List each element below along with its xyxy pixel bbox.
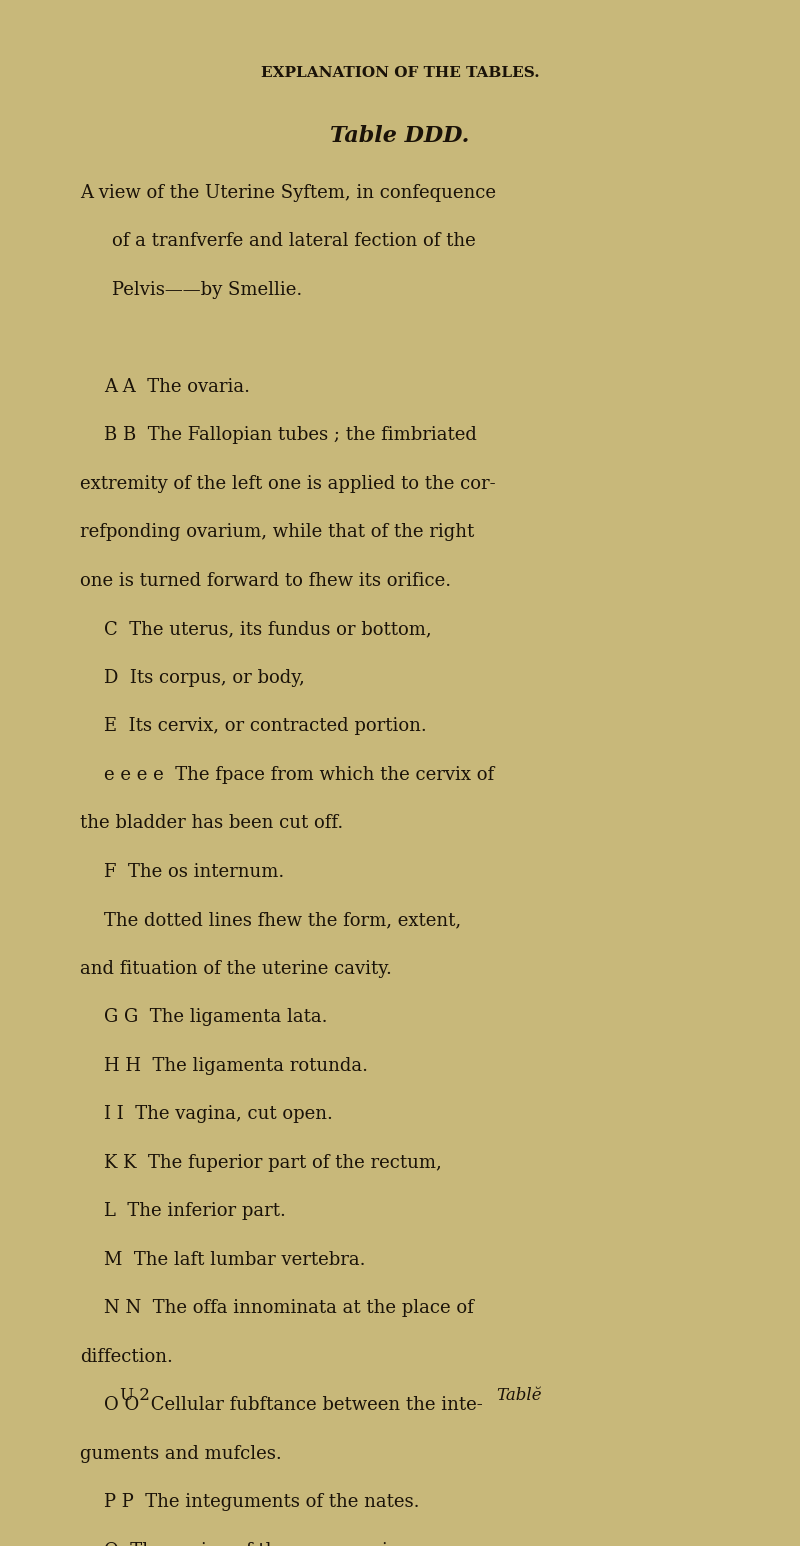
Text: P P  The integuments of the nates.: P P The integuments of the nates.: [104, 1493, 419, 1510]
FancyBboxPatch shape: [0, 0, 800, 1470]
Text: N N  The offa innominata at the place of: N N The offa innominata at the place of: [104, 1299, 474, 1317]
Text: L  The inferior part.: L The inferior part.: [104, 1203, 286, 1220]
Text: refponding ovarium, while that of the right: refponding ovarium, while that of the ri…: [80, 523, 474, 541]
Text: one is turned forward to fhew its orifice.: one is turned forward to fhew its orific…: [80, 572, 451, 589]
Text: Tablĕ: Tablĕ: [496, 1387, 542, 1404]
Text: H H  The ligamenta rotunda.: H H The ligamenta rotunda.: [104, 1057, 368, 1074]
Text: the bladder has been cut off.: the bladder has been cut off.: [80, 815, 343, 832]
Text: of a tranfverfe and lateral fection of the: of a tranfverfe and lateral fection of t…: [112, 232, 476, 250]
Text: E  Its cervix, or contracted portion.: E Its cervix, or contracted portion.: [104, 717, 426, 736]
Text: I I  The vagina, cut open.: I I The vagina, cut open.: [104, 1105, 333, 1124]
Text: Table DDD.: Table DDD.: [330, 125, 470, 147]
Text: A A  The ovaria.: A A The ovaria.: [104, 377, 250, 396]
Text: The dotted lines fhew the form, extent,: The dotted lines fhew the form, extent,: [104, 911, 461, 929]
Text: G G  The ligamenta lata.: G G The ligamenta lata.: [104, 1008, 327, 1027]
Text: D  Its corpus, or body,: D Its corpus, or body,: [104, 669, 305, 686]
Text: O O  Cellular fubftance between the inte-: O O Cellular fubftance between the inte-: [104, 1396, 482, 1415]
Text: Pelvis——by Smellie.: Pelvis——by Smellie.: [112, 281, 302, 298]
Text: C  The uterus, its fundus or bottom,: C The uterus, its fundus or bottom,: [104, 620, 432, 638]
Text: guments and mufcles.: guments and mufcles.: [80, 1444, 282, 1463]
Text: Q  The region of the os coccygis.: Q The region of the os coccygis.: [104, 1541, 403, 1546]
Text: U 2: U 2: [120, 1387, 150, 1404]
Text: extremity of the left one is applied to the cor-: extremity of the left one is applied to …: [80, 475, 496, 493]
Text: B B  The Fallopian tubes ; the fimbriated: B B The Fallopian tubes ; the fimbriated: [104, 427, 477, 444]
Text: EXPLANATION OF THE TABLES.: EXPLANATION OF THE TABLES.: [261, 66, 539, 80]
Text: diffection.: diffection.: [80, 1348, 173, 1365]
Text: K K  The fuperior part of the rectum,: K K The fuperior part of the rectum,: [104, 1153, 442, 1172]
Text: M  The laft lumbar vertebra.: M The laft lumbar vertebra.: [104, 1251, 366, 1269]
Text: A view of the Uterine Syftem, in confequence: A view of the Uterine Syftem, in confequ…: [80, 184, 496, 201]
Text: and fituation of the uterine cavity.: and fituation of the uterine cavity.: [80, 960, 392, 977]
Text: e e e e  The fpace from which the cervix of: e e e e The fpace from which the cervix …: [104, 765, 494, 784]
Text: F  The os internum.: F The os internum.: [104, 863, 284, 881]
